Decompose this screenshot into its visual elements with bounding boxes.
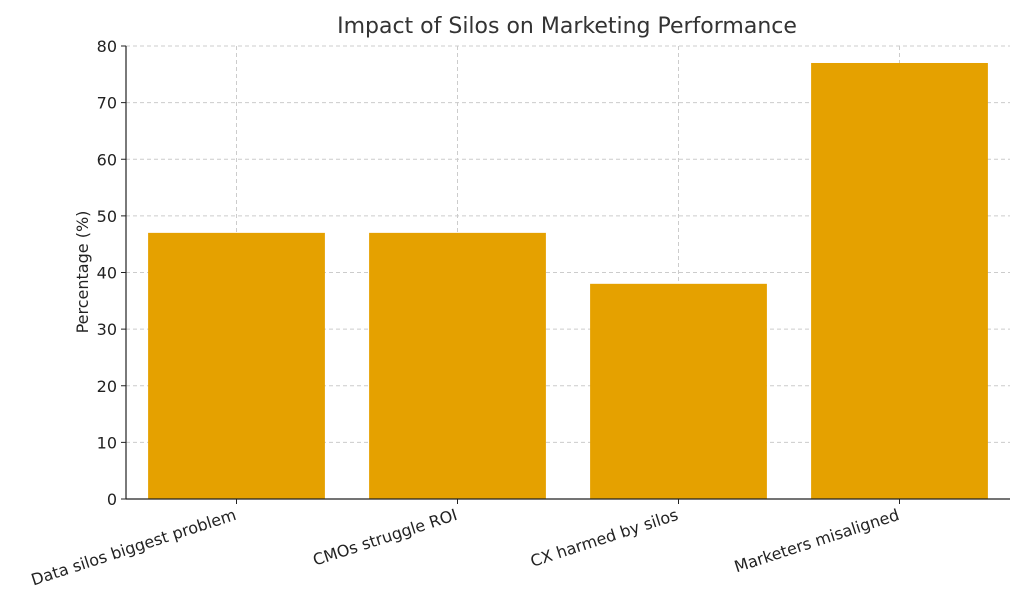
bar-4	[811, 62, 988, 500]
y-tick-label: 30	[97, 320, 117, 339]
x-tick-label: CX harmed by silos	[528, 505, 681, 571]
y-tick-label: 60	[97, 150, 117, 169]
x-tick-label: CMOs struggle ROI	[311, 505, 460, 570]
bar-1	[148, 232, 325, 500]
y-tick-label: 50	[97, 207, 117, 226]
bar-2	[369, 232, 546, 500]
y-tick-label: 10	[97, 433, 117, 452]
x-tick-label: Marketers misaligned	[732, 505, 902, 576]
bars-layer	[148, 62, 988, 500]
y-tick-label: 80	[97, 37, 117, 56]
x-tick-label: Data silos biggest problem	[29, 505, 239, 589]
y-tick-label: 0	[107, 490, 117, 509]
bar-3	[590, 283, 767, 499]
y-tick-label: 20	[97, 377, 117, 396]
y-axis-label: Percentage (%)	[73, 211, 92, 334]
chart-title: Impact of Silos on Marketing Performance	[337, 14, 797, 39]
y-tick-label: 40	[97, 264, 117, 283]
y-tick-label: 70	[97, 94, 117, 113]
